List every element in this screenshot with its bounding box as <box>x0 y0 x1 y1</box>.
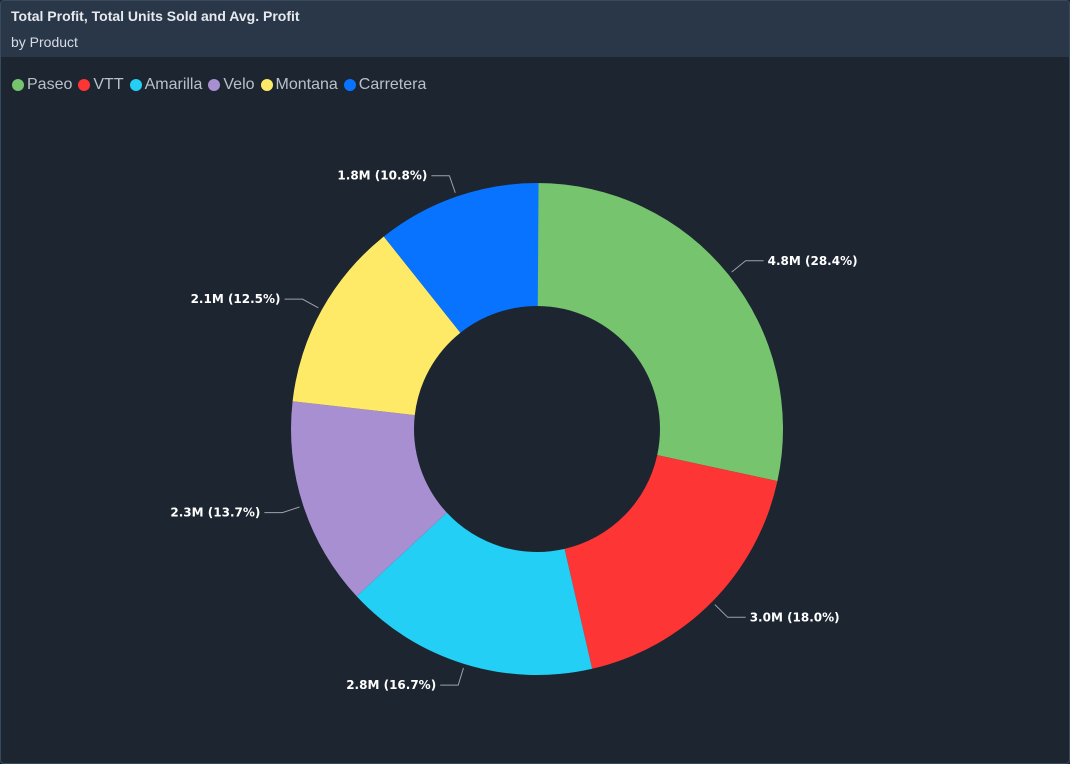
legend-item-vtt[interactable]: VTT <box>78 76 124 94</box>
chart-subtitle: by Product <box>11 34 78 50</box>
legend-marker <box>12 79 24 91</box>
legend-marker <box>208 79 221 91</box>
chart-title: Total Profit, Total Units Sold and Avg. … <box>11 8 300 24</box>
leader-line <box>264 506 300 514</box>
data-label: 3.0M (18.0%) <box>750 610 840 624</box>
leader-line <box>714 604 746 618</box>
slice-carretera[interactable] <box>383 183 539 333</box>
legend-label: Amarilla <box>144 76 203 93</box>
data-label: 2.8M (16.7%) <box>346 678 436 692</box>
leader-line <box>431 175 456 193</box>
legend-label: Velo <box>223 76 255 93</box>
legend-item-velo[interactable]: Velo <box>208 76 255 94</box>
data-label: 2.3M (13.7%) <box>170 506 260 520</box>
data-label: 2.1M (12.5%) <box>191 292 281 306</box>
slice-montana[interactable] <box>292 236 461 416</box>
legend-item-carretera[interactable]: Carretera <box>343 76 427 94</box>
slice-paseo[interactable] <box>537 183 783 482</box>
legend-marker <box>343 79 356 91</box>
leader-line <box>284 298 319 309</box>
legend-label: VTT <box>93 76 124 93</box>
legend: Paseo VTT Amarilla Velo Montana Carretera <box>12 76 426 94</box>
legend-label: Montana <box>275 76 338 93</box>
slice-velo[interactable] <box>291 401 447 597</box>
legend-label: Carretera <box>358 76 427 93</box>
slice-amarilla[interactable] <box>356 512 593 675</box>
legend-marker <box>260 79 273 91</box>
leader-line <box>440 667 464 686</box>
legend-item-amarilla[interactable]: Amarilla <box>129 76 203 94</box>
legend-marker <box>129 79 142 91</box>
data-label: 4.8M (28.4%) <box>768 254 858 268</box>
legend-item-paseo[interactable]: Paseo <box>12 76 72 94</box>
legend-marker <box>78 79 91 91</box>
data-label: 1.8M (10.8%) <box>337 169 427 183</box>
legend-label: Paseo <box>27 76 73 93</box>
leader-line <box>731 260 764 273</box>
chart-header: Total Profit, Total Units Sold and Avg. … <box>1 1 1069 57</box>
legend-item-montana[interactable]: Montana <box>260 76 338 94</box>
slice-vtt[interactable] <box>564 455 778 669</box>
